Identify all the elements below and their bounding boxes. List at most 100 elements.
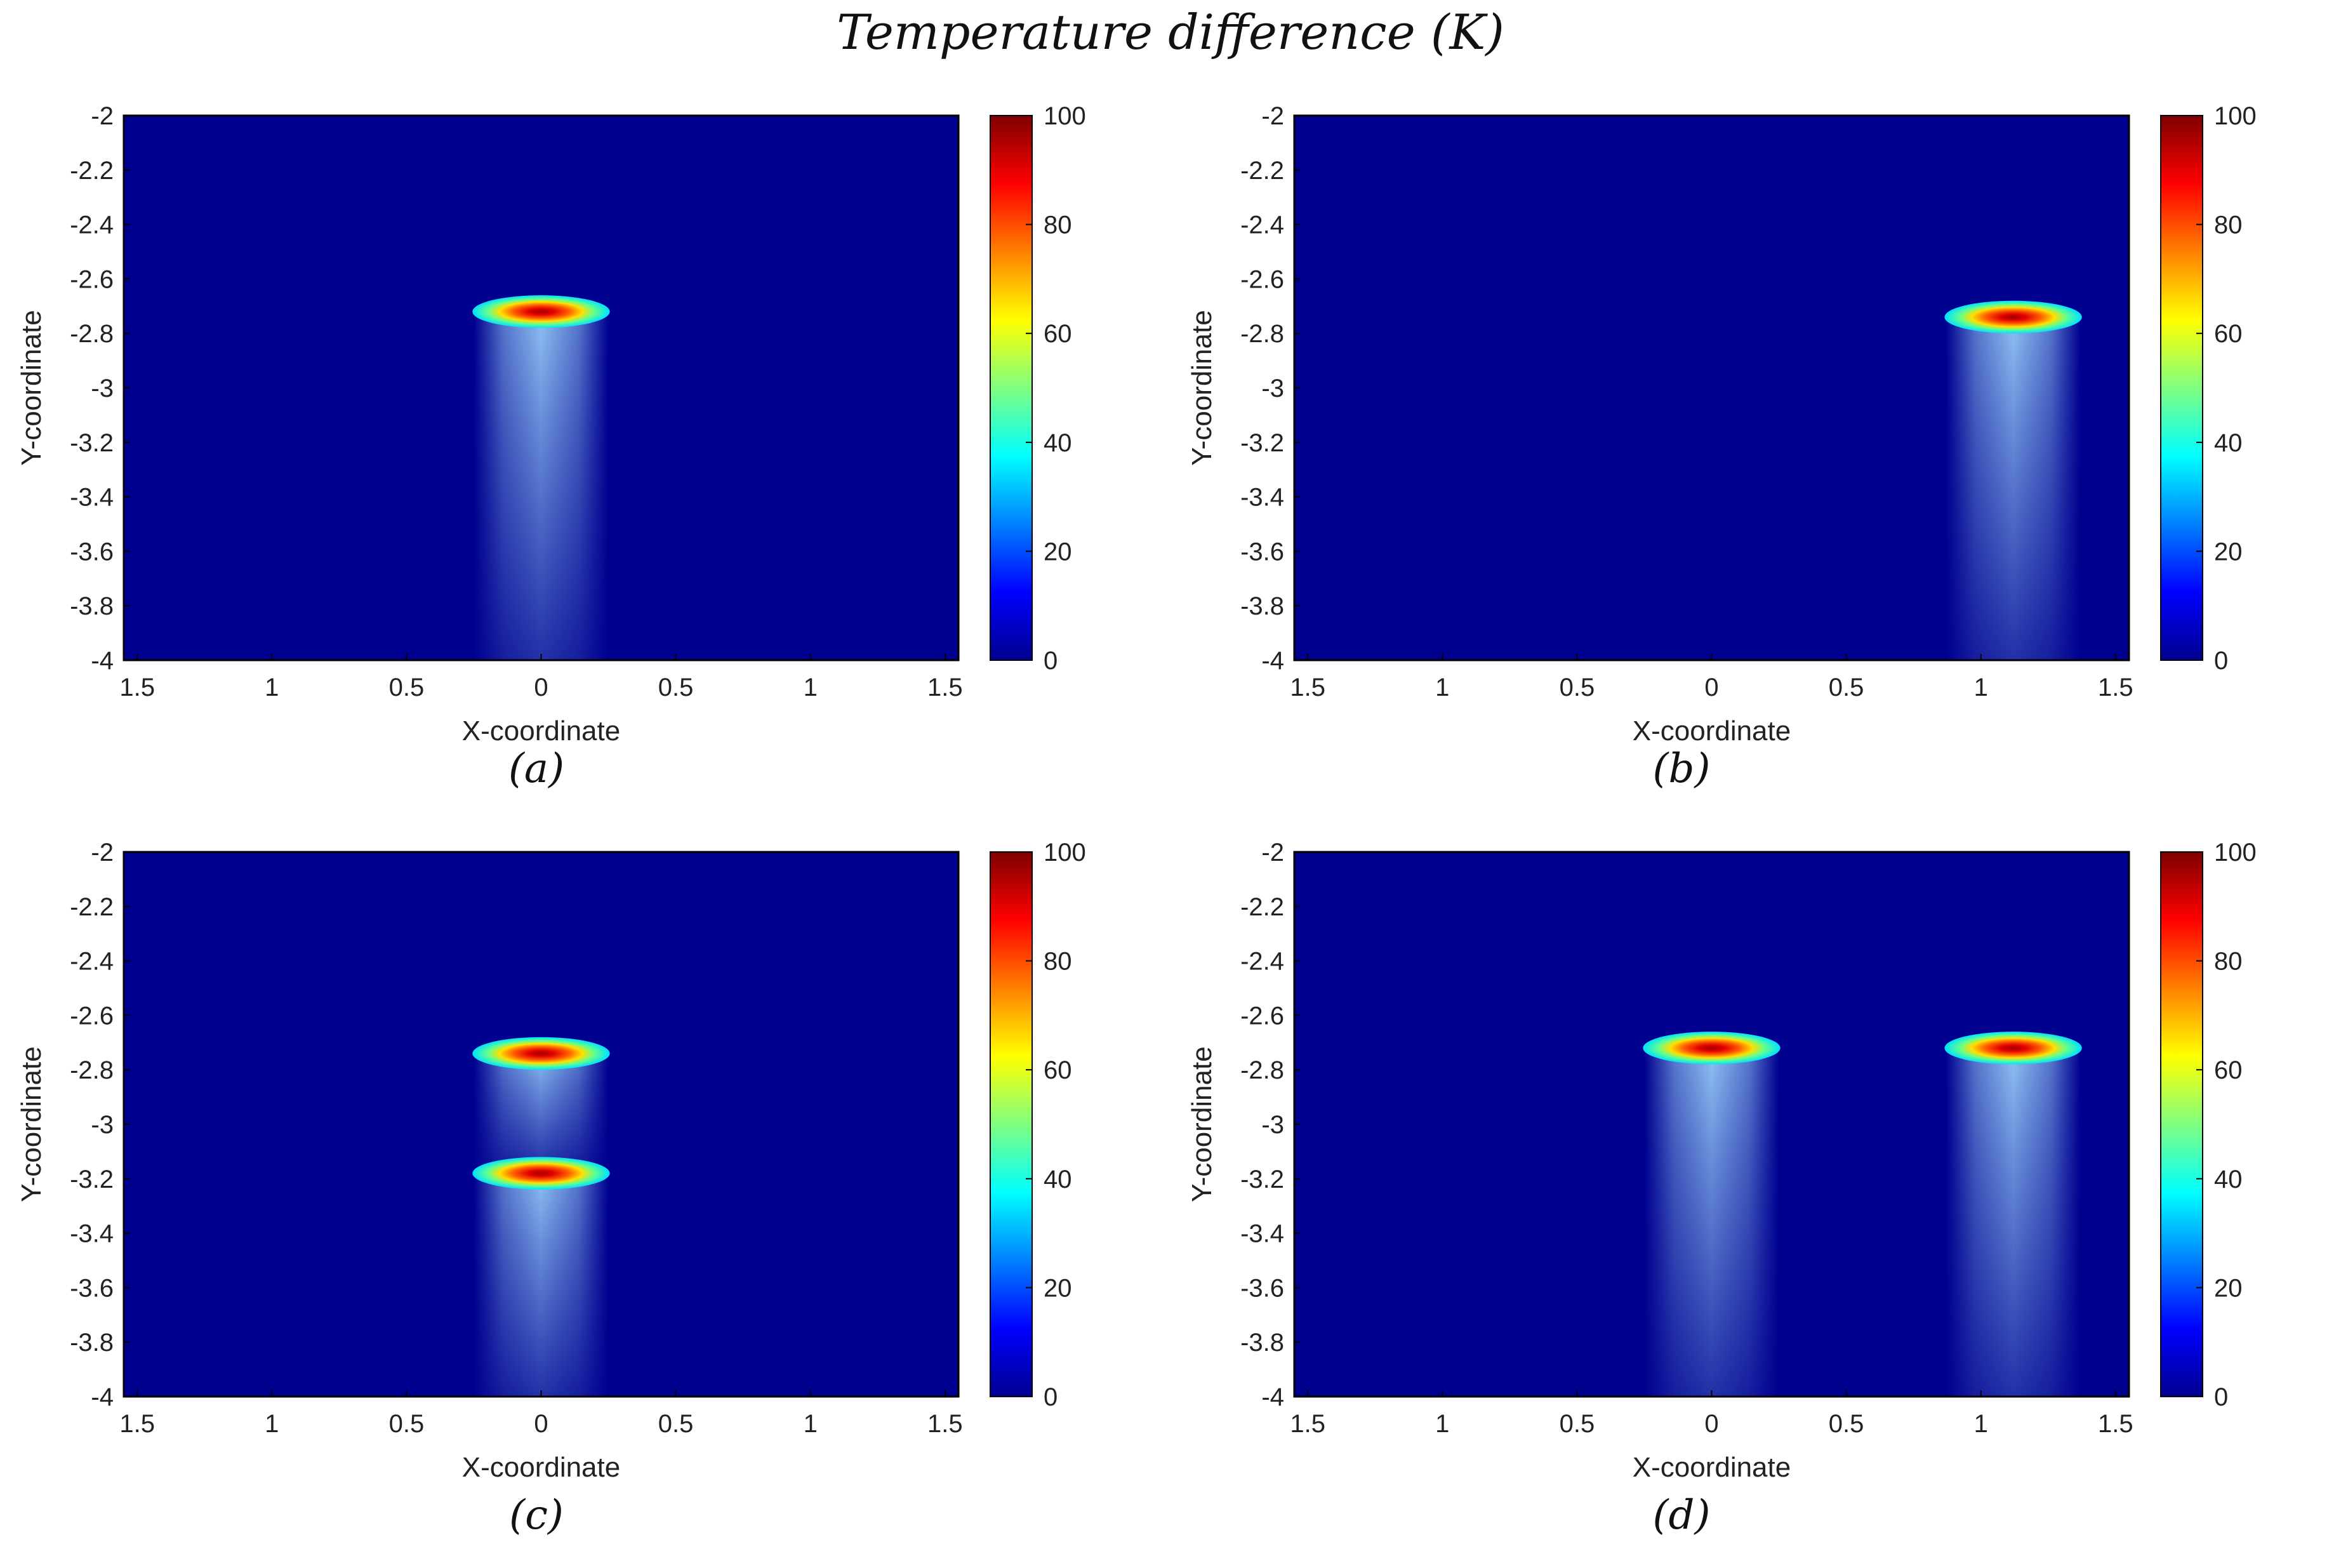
colorbar — [2160, 115, 2203, 661]
heat-source — [472, 295, 610, 328]
x-tick-label: 0.5 — [1829, 674, 1864, 701]
y-tick-label: -2.8 — [70, 320, 114, 348]
y-tick-label: -3 — [1261, 375, 1284, 402]
colorbar-tick-label: 40 — [1044, 1166, 1072, 1193]
colorbar-tick-label: 60 — [1044, 1056, 1072, 1084]
colorbar-tick-label: 40 — [1044, 429, 1072, 457]
x-tick-label: 1.5 — [927, 674, 963, 701]
colorbar — [990, 115, 1033, 661]
colorbar-tick-label: 20 — [2214, 1274, 2243, 1302]
x-tick-label: 1.5 — [119, 674, 155, 701]
colorbar-tick-label: 0 — [1044, 1383, 1058, 1411]
y-tick-label: -2.8 — [1240, 320, 1284, 348]
x-tick-label: 1 — [804, 674, 818, 701]
x-tick-label: 1.5 — [2098, 674, 2133, 701]
figure-title: Temperature difference (K) — [837, 4, 1504, 60]
x-tick-label: 0.5 — [1560, 674, 1595, 701]
x-tick-label: 1.5 — [119, 1410, 155, 1438]
colorbar-tick-label: 80 — [2214, 211, 2243, 239]
colorbar-tick-label: 0 — [1044, 647, 1058, 675]
heat-plume — [1946, 1047, 2081, 1397]
y-tick-label: -2.4 — [70, 948, 114, 976]
heat-plume — [1946, 317, 2081, 660]
colorbar-tick-label: 80 — [1044, 211, 1072, 239]
x-tick-label: 1 — [804, 1410, 818, 1438]
y-tick-label: -2 — [91, 839, 114, 867]
heat-source — [1643, 1032, 1781, 1065]
x-tick-label: 0.5 — [658, 674, 694, 701]
heat-source — [1944, 300, 2082, 334]
colorbar-tick-label: 100 — [1044, 839, 1086, 867]
y-tick-label: -3.2 — [1240, 429, 1284, 457]
x-tick-label: 0.5 — [389, 1410, 425, 1438]
heatmap-b: 1.5 1 0.5 0 0.5 1 1.5 -2 -2.2 -2.4 -2.6 -2.8 -3 -3.2 -… — [1186, 102, 2257, 747]
colorbar-tick-label: 20 — [2214, 538, 2243, 566]
y-tick-label: -2 — [91, 102, 114, 130]
y-tick-label: -2.4 — [1240, 948, 1284, 976]
x-tick-label: 1 — [1974, 674, 1988, 701]
heatmap-d: 1.5 1 0.5 0 0.5 1 1.5 -2 -2.2 -2.4 -2.6 -2.8 -3 -3.2 -… — [1186, 839, 2257, 1483]
panel-b: 1.5 1 0.5 0 0.5 1 1.5 -2 -2.2 -2.4 -2.6 -2.8 -3 -3.2 -… — [1170, 83, 2341, 819]
heatmap-c: 1.5 1 0.5 0 0.5 1 1.5 -2 -2.2 -2.4 -2.6 -2.8 -3 -3.2 -… — [16, 839, 1086, 1483]
x-tick-label: 1.5 — [2098, 1410, 2133, 1438]
colorbar — [990, 851, 1033, 1397]
heat-plume — [474, 311, 609, 660]
colorbar-tick-label: 80 — [1044, 948, 1072, 976]
colorbar-tick-label: 20 — [1044, 1274, 1072, 1302]
y-tick-label: -2 — [1261, 839, 1284, 867]
panel-c: 1.5 1 0.5 0 0.5 1 1.5 -2 -2.2 -2.4 -2.6 -2.8 -3 -3.2 -… — [0, 819, 1170, 1555]
y-tick-label: -3.2 — [70, 1166, 114, 1193]
x-tick-label: 1 — [1435, 674, 1449, 701]
y-tick-label: -2.6 — [1240, 1002, 1284, 1030]
heatmap-a: 1.5 1 0.5 0 0.5 1 1.5 -2 -2.2 -2.4 -2.6 -2.8 -3 -3.2 -… — [16, 102, 1086, 747]
y-tick-label: -2 — [1261, 102, 1284, 130]
y-tick-label: -3.8 — [1240, 1329, 1284, 1357]
y-tick-label: -3.4 — [70, 484, 114, 512]
colorbar-tick-label: 0 — [2214, 1383, 2228, 1411]
panel-label-d: (d) — [1652, 1492, 1711, 1539]
x-axis-label: X-coordinate — [1633, 1452, 1791, 1483]
y-axis-label: Y-coordinate — [1186, 310, 1217, 465]
y-tick-label: -2.4 — [1240, 211, 1284, 239]
colorbar-tick-label: 60 — [2214, 320, 2243, 348]
colorbar-tick-label: 40 — [2214, 1166, 2243, 1193]
y-tick-label: -3.2 — [70, 429, 114, 457]
y-tick-label: -2.2 — [1240, 157, 1284, 185]
x-tick-label: 1.5 — [927, 1410, 963, 1438]
y-tick-label: -3 — [1261, 1111, 1284, 1139]
y-tick-label: -3.8 — [70, 1329, 114, 1357]
x-axis-label: X-coordinate — [462, 715, 620, 747]
colorbar — [2160, 851, 2203, 1397]
x-tick-label: 0.5 — [1560, 1410, 1595, 1438]
y-tick-label: -4 — [1261, 1383, 1284, 1411]
colorbar-tick-label: 0 — [2214, 647, 2228, 675]
y-tick-label: -3.4 — [70, 1220, 114, 1248]
x-tick-label: 1 — [265, 674, 279, 701]
colorbar-tick-label: 100 — [2214, 839, 2257, 867]
x-tick-label: 1.5 — [1290, 674, 1325, 701]
x-axis-label: X-coordinate — [462, 1452, 620, 1483]
y-tick-label: -2.8 — [1240, 1056, 1284, 1084]
x-tick-label: 0.5 — [1829, 1410, 1864, 1438]
panel-label-c: (c) — [509, 1492, 564, 1539]
y-tick-label: -2.6 — [1240, 265, 1284, 293]
x-tick-label: 1 — [265, 1410, 279, 1438]
y-tick-label: -4 — [1261, 647, 1284, 675]
y-tick-label: -2.8 — [70, 1056, 114, 1084]
y-tick-label: -3.6 — [1240, 1274, 1284, 1302]
colorbar-tick-label: 40 — [2214, 429, 2243, 457]
y-tick-label: -2.2 — [70, 893, 114, 921]
y-tick-label: -3.8 — [70, 592, 114, 620]
y-tick-label: -3.6 — [70, 538, 114, 566]
heat-source — [472, 1157, 610, 1190]
panel-label-b: (b) — [1652, 745, 1711, 792]
heat-source — [1944, 1032, 2082, 1065]
y-axis-label: Y-coordinate — [16, 1046, 47, 1202]
panel-label-a: (a) — [508, 745, 565, 792]
y-tick-label: -3.2 — [1240, 1166, 1284, 1193]
y-tick-label: -3.8 — [1240, 592, 1284, 620]
y-axis-label: Y-coordinate — [1186, 1046, 1217, 1202]
y-tick-label: -4 — [91, 1383, 114, 1411]
x-tick-label: 0 — [1704, 1410, 1718, 1438]
y-tick-label: -3 — [91, 1111, 114, 1139]
